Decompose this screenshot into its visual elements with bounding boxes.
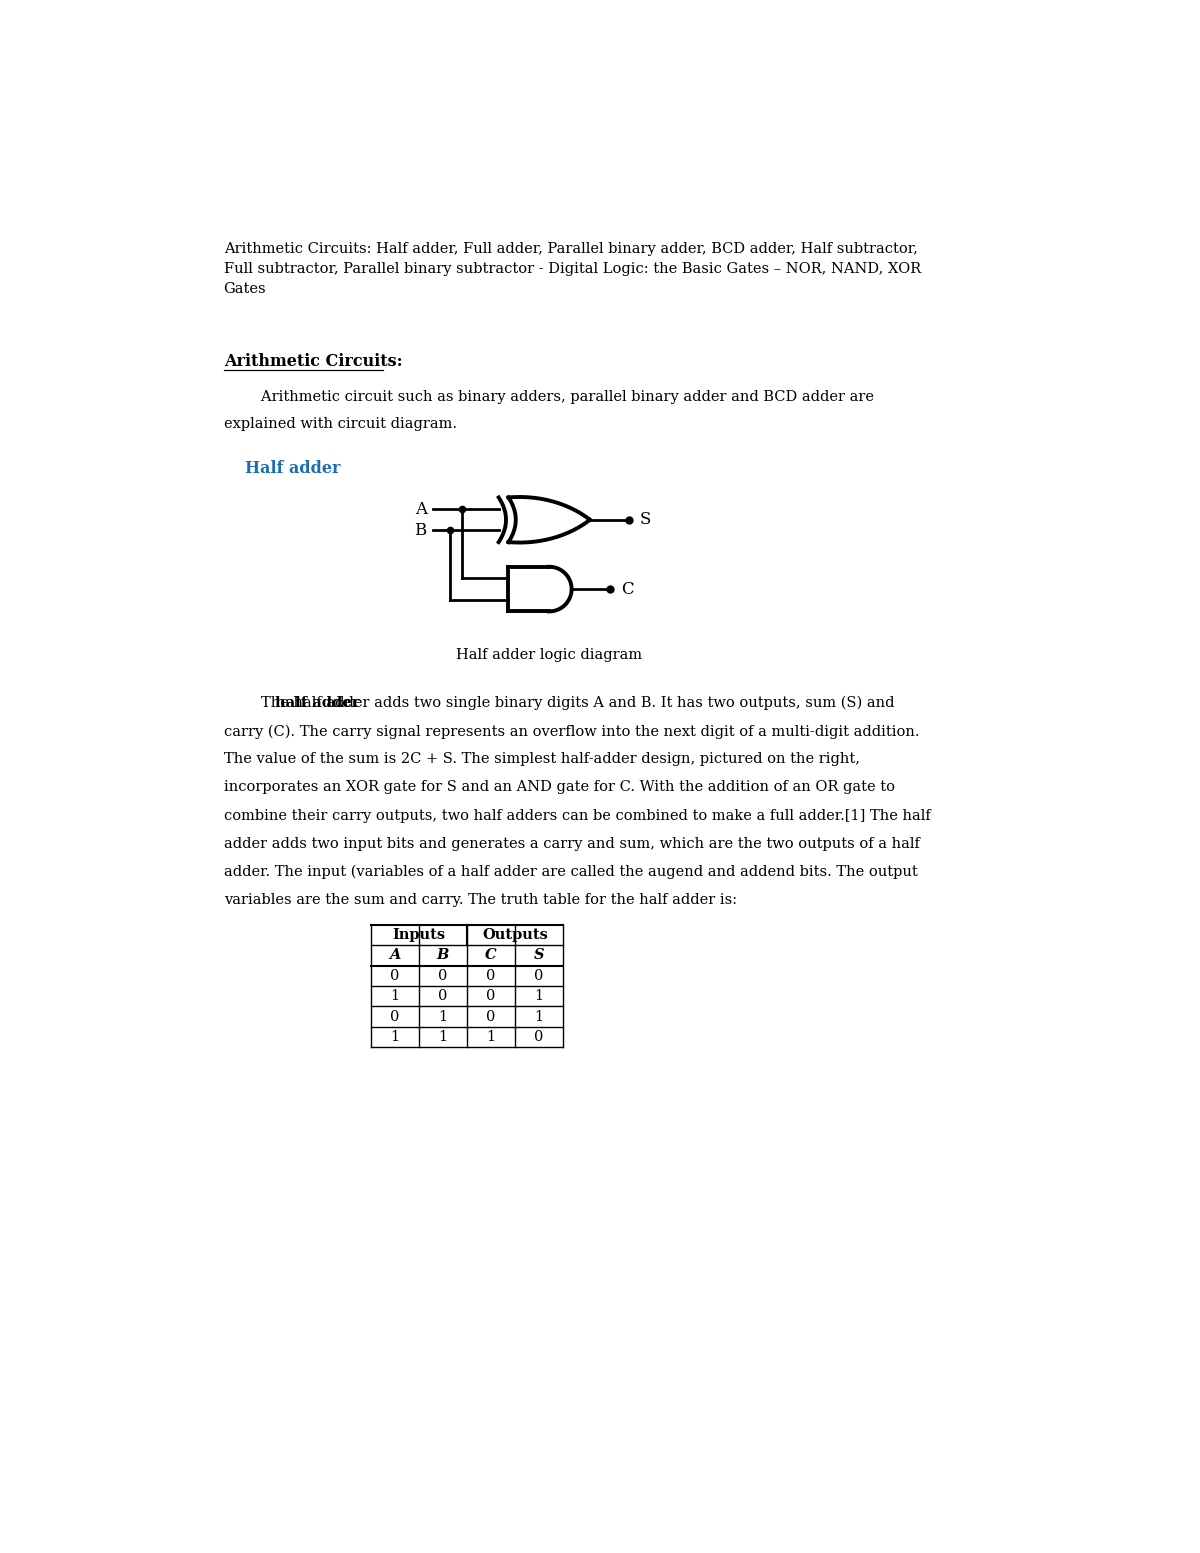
Text: half adder: half adder xyxy=(275,696,360,710)
Text: adder adds two input bits and generates a carry and sum, which are the two outpu: adder adds two input bits and generates … xyxy=(223,837,919,851)
Text: Inputs: Inputs xyxy=(392,929,445,943)
Text: 0: 0 xyxy=(486,1009,496,1023)
Text: 0: 0 xyxy=(534,969,544,983)
Text: combine their carry outputs, two half adders can be combined to make a full adde: combine their carry outputs, two half ad… xyxy=(223,809,930,823)
Text: 0: 0 xyxy=(390,969,400,983)
Text: carry (C). The carry signal represents an overflow into the next digit of a mult: carry (C). The carry signal represents a… xyxy=(223,724,919,739)
Text: B: B xyxy=(414,522,426,539)
Text: Half adder: Half adder xyxy=(245,460,341,477)
Text: 0: 0 xyxy=(486,989,496,1003)
Text: B: B xyxy=(437,949,449,963)
Text: incorporates an XOR gate for S and an AND gate for C. With the addition of an OR: incorporates an XOR gate for S and an AN… xyxy=(223,781,895,795)
Text: C: C xyxy=(485,949,497,963)
Text: S: S xyxy=(534,949,545,963)
Text: explained with circuit diagram.: explained with circuit diagram. xyxy=(223,416,457,430)
Text: 1: 1 xyxy=(486,1030,496,1044)
Text: Half adder logic diagram: Half adder logic diagram xyxy=(456,648,642,663)
Text: variables are the sum and carry. The truth table for the half adder is:: variables are the sum and carry. The tru… xyxy=(223,893,737,907)
Text: 1: 1 xyxy=(390,1030,400,1044)
Text: C: C xyxy=(622,581,634,598)
Text: 1: 1 xyxy=(534,989,544,1003)
Text: Arithmetic Circuits:: Arithmetic Circuits: xyxy=(223,354,402,371)
Text: Arithmetic Circuits: Half adder, Full adder, Parallel binary adder, BCD adder, H: Arithmetic Circuits: Half adder, Full ad… xyxy=(223,242,920,297)
Text: Arithmetic circuit such as binary adders, parallel binary adder and BCD adder ar: Arithmetic circuit such as binary adders… xyxy=(223,390,874,404)
Text: 0: 0 xyxy=(486,969,496,983)
Text: 0: 0 xyxy=(534,1030,544,1044)
Text: Outputs: Outputs xyxy=(482,929,548,943)
Text: The half adder adds two single binary digits A and B. It has two outputs, sum (S: The half adder adds two single binary di… xyxy=(223,696,894,710)
Text: 0: 0 xyxy=(390,1009,400,1023)
Text: 1: 1 xyxy=(438,1030,448,1044)
Text: A: A xyxy=(389,949,401,963)
Text: A: A xyxy=(414,500,426,517)
Text: 0: 0 xyxy=(438,969,448,983)
Text: adder. The input (variables of a half adder are called the augend and addend bit: adder. The input (variables of a half ad… xyxy=(223,865,917,879)
Text: The value of the sum is 2C + S. The simplest half-adder design, pictured on the : The value of the sum is 2C + S. The simp… xyxy=(223,752,859,766)
Text: 1: 1 xyxy=(438,1009,448,1023)
Text: 1: 1 xyxy=(390,989,400,1003)
Text: 1: 1 xyxy=(534,1009,544,1023)
Text: 0: 0 xyxy=(438,989,448,1003)
Text: S: S xyxy=(640,511,650,528)
